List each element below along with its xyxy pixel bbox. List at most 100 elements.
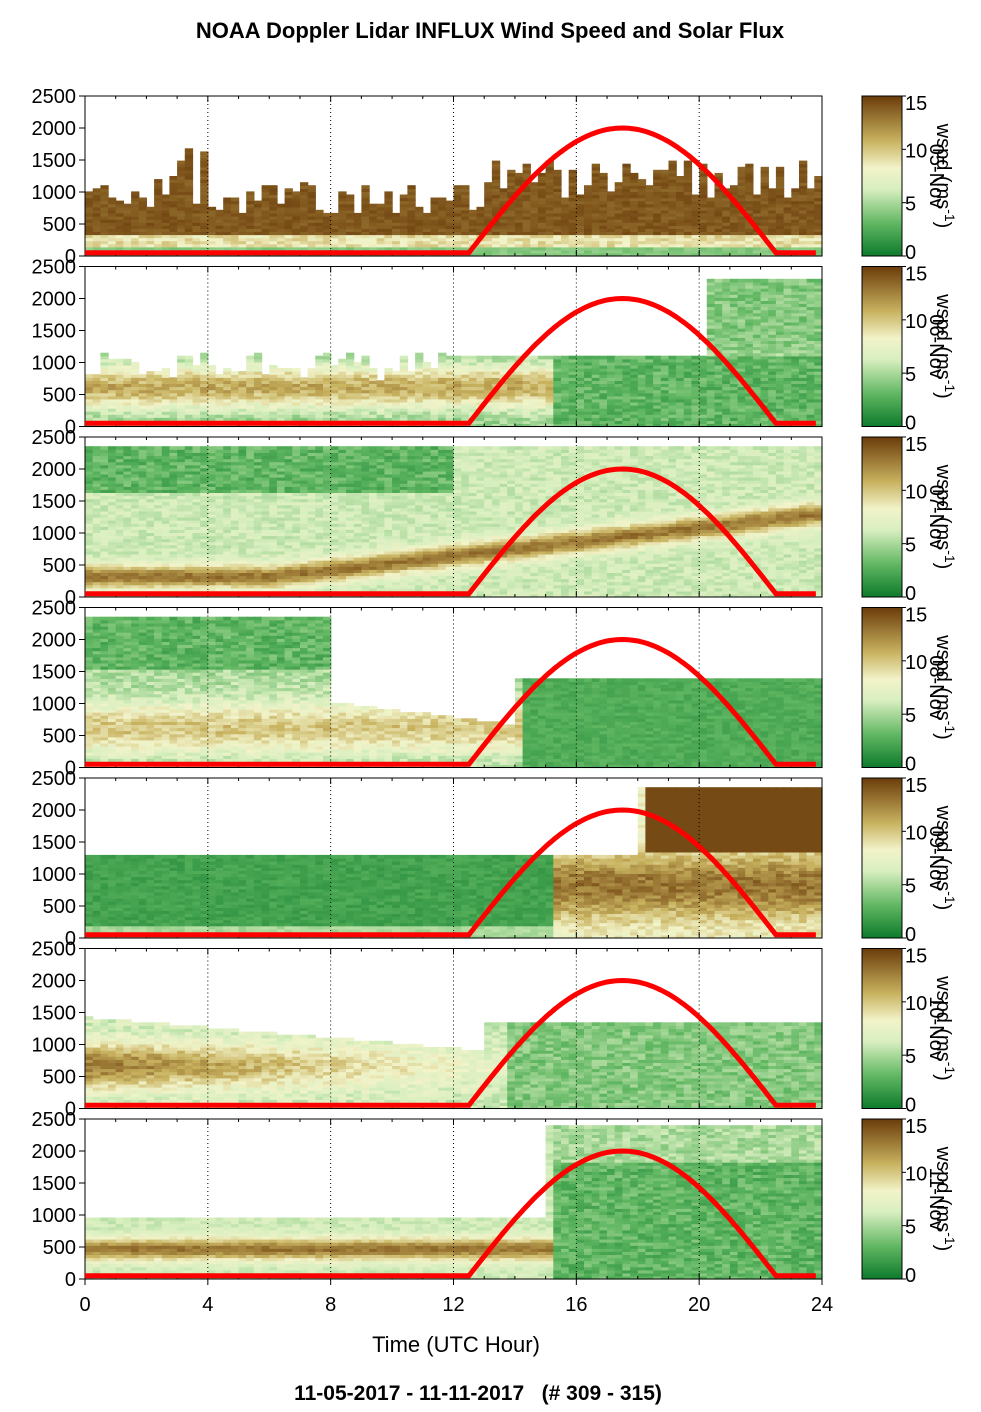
heatmap-cell: [737, 225, 746, 229]
heatmap-cell: [146, 383, 155, 388]
heatmap-cell: [323, 355, 332, 360]
heatmap-cell: [630, 371, 639, 375]
heatmap-cell: [415, 374, 424, 378]
heatmap-cell: [607, 414, 616, 418]
heatmap-cell: [714, 321, 723, 326]
heatmap-cell: [276, 401, 286, 406]
heatmap-cell: [407, 237, 416, 242]
heatmap-cell: [530, 252, 539, 257]
heatmap-cell: [676, 361, 685, 366]
heatmap-cell: [783, 383, 792, 388]
heatmap-cell: [154, 243, 163, 248]
heatmap-cell: [253, 374, 263, 378]
heatmap-cell: [461, 408, 470, 412]
heatmap-cell: [346, 389, 355, 394]
heatmap-cell: [154, 237, 163, 242]
heatmap-cell: [300, 182, 309, 186]
heatmap-cell: [545, 188, 554, 192]
heatmap-cell: [660, 355, 670, 360]
heatmap-cell: [568, 172, 577, 177]
heatmap-cell: [745, 231, 754, 236]
heatmap-cell: [238, 405, 247, 409]
heatmap-cell: [568, 228, 577, 232]
heatmap-cell: [445, 398, 455, 403]
heatmap-cell: [637, 185, 647, 189]
heatmap-cell: [85, 219, 94, 223]
heatmap-cell: [115, 200, 124, 205]
heatmap-cell: [545, 383, 554, 388]
heatmap-cell: [553, 240, 562, 245]
heatmap-cell: [691, 374, 700, 378]
heatmap-cell: [691, 368, 700, 372]
heatmap-cell: [177, 160, 186, 165]
heatmap-cell: [514, 252, 524, 257]
heatmap-cell: [453, 188, 462, 192]
heatmap-cell: [530, 188, 539, 192]
heatmap-cell: [530, 203, 539, 208]
heatmap-cell: [146, 219, 155, 223]
heatmap-cell: [200, 389, 209, 394]
heatmap-cell: [576, 368, 585, 372]
heatmap-cell: [722, 216, 731, 220]
heatmap-cell: [561, 246, 570, 251]
heatmap-cell: [760, 355, 769, 360]
heatmap-cell: [637, 252, 647, 257]
heatmap-cell: [545, 191, 554, 196]
heatmap-cell: [430, 212, 439, 217]
heatmap-cell: [123, 374, 132, 378]
heatmap-cell: [238, 231, 247, 236]
heatmap-cell: [445, 417, 455, 421]
heatmap-cell: [814, 401, 823, 406]
heatmap-cell: [215, 401, 224, 406]
heatmap-cell: [184, 188, 194, 192]
heatmap-cell: [499, 191, 508, 196]
heatmap-cell: [261, 411, 270, 415]
heatmap-cell: [468, 240, 478, 245]
heatmap-cell: [561, 386, 570, 391]
heatmap-cell: [530, 185, 539, 189]
heatmap-cell: [645, 377, 654, 381]
heatmap-cell: [207, 398, 217, 403]
heatmap-cell: [223, 197, 232, 202]
heatmap-cell: [584, 417, 593, 421]
heatmap-cell: [537, 246, 547, 251]
heatmap-cell: [714, 297, 723, 301]
heatmap-cell: [530, 197, 539, 202]
heatmap-cell: [261, 225, 270, 229]
heatmap-cell: [177, 172, 186, 177]
heatmap-cell: [760, 352, 769, 357]
heatmap-cell: [353, 237, 362, 242]
heatmap-cell: [491, 222, 501, 226]
heatmap-cell: [353, 377, 362, 381]
heatmap-cell: [108, 365, 117, 369]
heatmap-cell: [491, 417, 501, 421]
heatmap-cell: [453, 383, 462, 388]
heatmap-cell: [346, 411, 355, 415]
heatmap-cell: [407, 185, 416, 189]
heatmap-cell: [468, 216, 478, 220]
heatmap-cell: [752, 246, 762, 251]
heatmap-cell: [169, 209, 178, 214]
heatmap-cell: [791, 380, 800, 384]
heatmap-cell: [192, 225, 201, 229]
heatmap-cell: [476, 246, 485, 251]
heatmap-cell: [729, 355, 739, 360]
heatmap-cell: [507, 408, 516, 412]
heatmap-cell: [307, 246, 316, 251]
heatmap-cell: [223, 392, 232, 397]
heatmap-cell: [92, 411, 101, 415]
heatmap-cell: [499, 368, 508, 372]
heatmap-cell: [561, 231, 570, 236]
heatmap-cell: [269, 209, 278, 214]
heatmap-cell: [768, 188, 777, 192]
heatmap-cell: [668, 365, 677, 369]
heatmap-cell: [768, 408, 777, 412]
heatmap-cell: [491, 197, 501, 202]
heatmap-cell: [85, 377, 94, 381]
heatmap-cell: [630, 405, 639, 409]
heatmap-cell: [668, 219, 677, 223]
heatmap-cell: [361, 219, 370, 223]
heatmap-cell: [745, 392, 754, 397]
heatmap-cell: [361, 194, 370, 199]
heatmap-cell: [468, 234, 478, 239]
